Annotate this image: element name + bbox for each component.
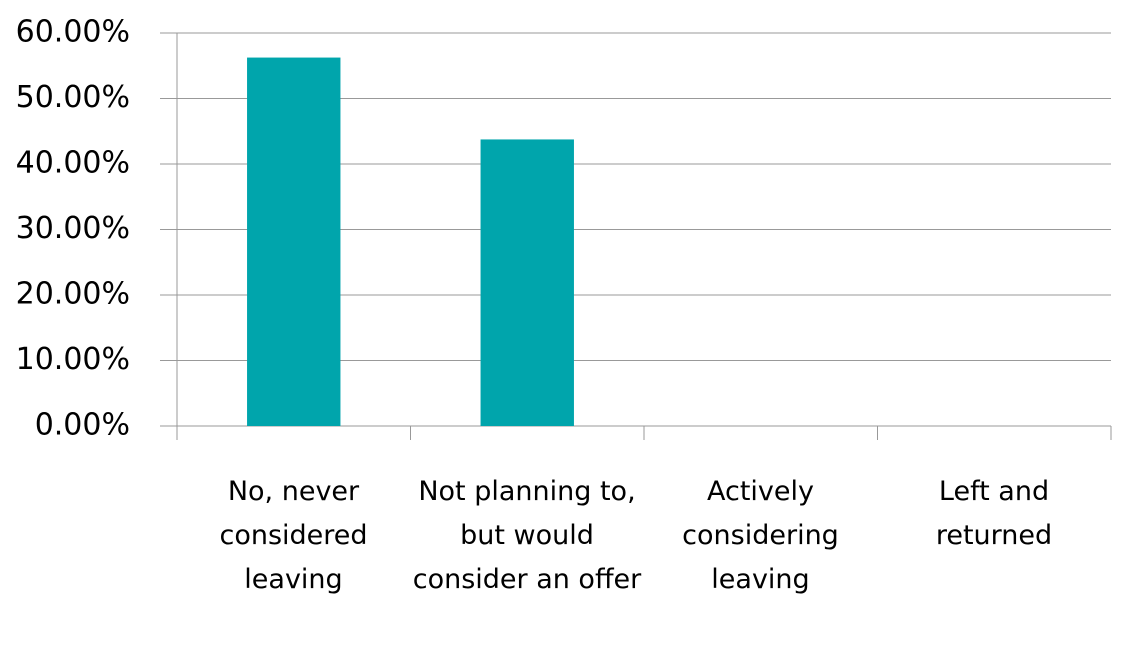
x-tick-label: Actively considering leaving (682, 476, 839, 595)
y-tick-label: 0.00% (35, 408, 130, 443)
bar (247, 57, 341, 426)
x-tick-label: Left and returned (935, 476, 1053, 551)
y-tick-label: 60.00% (16, 15, 130, 50)
y-tick-label: 50.00% (16, 80, 130, 115)
x-tick-label: No, never considered leaving (219, 476, 368, 595)
y-tick-label: 30.00% (16, 211, 130, 246)
y-tick-label: 20.00% (16, 277, 130, 312)
y-tick-label: 40.00% (16, 146, 130, 181)
bar (480, 139, 574, 426)
y-tick-label: 10.00% (16, 342, 130, 377)
x-tick-label: Not planning to, but would consider an o… (412, 476, 642, 595)
